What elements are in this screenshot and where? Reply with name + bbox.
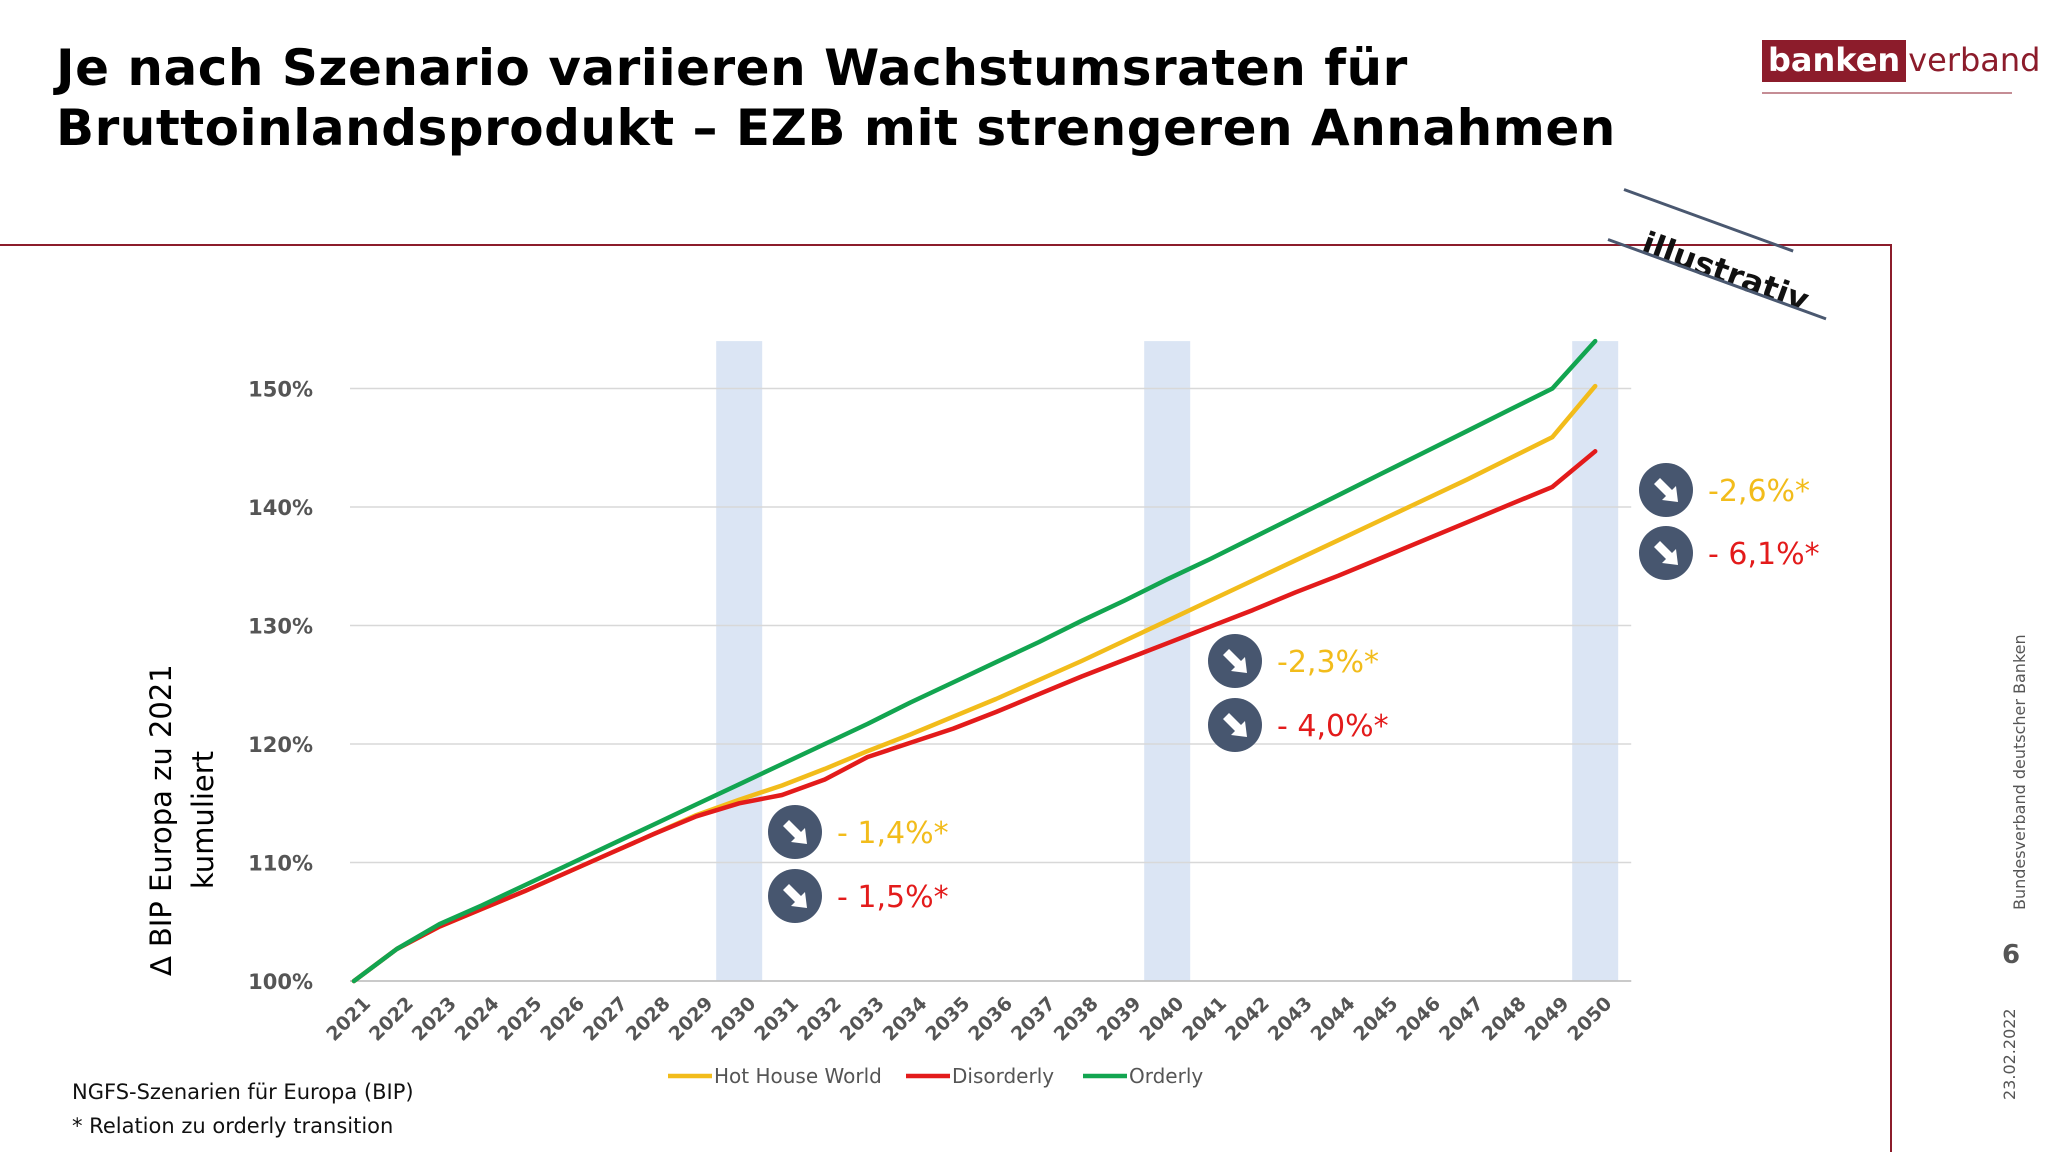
- x-tick-label-2049: 2049: [1521, 993, 1574, 1046]
- legend-label-disorderly: Disorderly: [952, 1064, 1054, 1088]
- footnote: * Relation zu orderly transition: [72, 1114, 394, 1138]
- legend-label-orderly: Orderly: [1129, 1064, 1203, 1088]
- x-tick-label-2034: 2034: [879, 993, 932, 1046]
- x-tick-label-2044: 2044: [1307, 993, 1360, 1046]
- page-number: 6: [2001, 940, 2021, 970]
- x-tick-label-2043: 2043: [1264, 993, 1317, 1046]
- x-tick-label-2040: 2040: [1135, 993, 1188, 1046]
- logo-part-banken: banken: [1762, 40, 1907, 82]
- x-tick-label-2029: 2029: [665, 993, 718, 1046]
- title-line-2: Bruttoinlandsprodukt – EZB mit strengere…: [56, 99, 1616, 157]
- y-tick-label-100: 100%: [248, 970, 313, 994]
- x-tick-label-2023: 2023: [408, 993, 461, 1046]
- annotation-2040-disorderly: - 4,0%*: [1277, 709, 1389, 744]
- annotation-2050-hothouse: -2,6%*: [1708, 474, 1810, 509]
- annotation-2050-disorderly: - 6,1%*: [1708, 537, 1820, 572]
- y-tick-label-120: 120%: [248, 733, 313, 757]
- source-note: NGFS-Szenarien für Europa (BIP): [72, 1080, 414, 1104]
- legend-label-hot-house-world: Hot House World: [714, 1064, 882, 1088]
- highlight-band-2050: [1572, 341, 1619, 982]
- y-tick-label-130: 130%: [248, 615, 313, 639]
- title-line-1: Je nach Szenario variieren Wachstumsrate…: [56, 39, 1408, 97]
- highlight-band-2040: [1144, 341, 1191, 982]
- x-tick-label-2021: 2021: [322, 993, 375, 1046]
- series-line-hot-house-world: [351, 383, 1598, 984]
- x-tick-label-2037: 2037: [1007, 993, 1060, 1046]
- x-tick-label-2030: 2030: [707, 993, 760, 1046]
- y-tick-label-150: 150%: [248, 378, 313, 402]
- x-tick-label-2039: 2039: [1093, 993, 1146, 1046]
- x-tick-label-2041: 2041: [1178, 993, 1231, 1046]
- series-line-orderly: [351, 338, 1598, 984]
- annotation-badge-2030-disorderly-arrow-icon: [783, 884, 807, 908]
- x-tick-label-2022: 2022: [365, 993, 418, 1046]
- x-tick-label-2024: 2024: [451, 993, 504, 1046]
- highlight-band-2030: [716, 341, 763, 982]
- x-tick-label-2045: 2045: [1349, 993, 1402, 1046]
- x-tick-label-2046: 2046: [1392, 993, 1445, 1046]
- x-tick-label-2033: 2033: [836, 993, 889, 1046]
- series-line-disorderly: [351, 449, 1598, 984]
- logo-underline: [1762, 92, 2012, 94]
- annotation-badge-2030-hothouse-arrow-icon: [783, 820, 807, 844]
- x-tick-label-2035: 2035: [921, 993, 974, 1046]
- x-tick-label-2047: 2047: [1435, 993, 1488, 1046]
- bankenverband-logo: banken verband: [1762, 40, 2040, 86]
- x-tick-label-2025: 2025: [493, 993, 546, 1046]
- frame-top-divider: [0, 244, 1890, 246]
- x-tick-label-2050: 2050: [1563, 993, 1616, 1046]
- x-tick-label-2031: 2031: [750, 993, 803, 1046]
- x-tick-label-2026: 2026: [536, 993, 589, 1046]
- x-tick-label-2027: 2027: [579, 993, 632, 1046]
- x-tick-label-2028: 2028: [622, 993, 675, 1046]
- annotation-2030-hothouse: - 1,4%*: [837, 816, 949, 851]
- annotation-badge-2040-hothouse-arrow-icon: [1223, 649, 1247, 673]
- x-tick-label-2048: 2048: [1478, 993, 1531, 1046]
- annotation-badge-2050-hothouse-arrow-icon: [1654, 478, 1678, 502]
- x-tick-label-2032: 2032: [793, 993, 846, 1046]
- x-tick-label-2036: 2036: [964, 993, 1017, 1046]
- page-title: Je nach Szenario variieren Wachstumsrate…: [56, 38, 1656, 158]
- annotation-badge-2040-disorderly-arrow-icon: [1223, 713, 1247, 737]
- y-tick-label-110: 110%: [248, 852, 313, 876]
- logo-part-verband: verband: [1908, 41, 2041, 79]
- y-tick-label-140: 140%: [248, 496, 313, 520]
- annotation-badge-2050-disorderly-arrow-icon: [1654, 541, 1678, 565]
- x-tick-label-2042: 2042: [1221, 993, 1274, 1046]
- x-tick-label-2038: 2038: [1050, 993, 1103, 1046]
- annotation-2040-hothouse: -2,3%*: [1277, 645, 1379, 680]
- annotation-2030-disorderly: - 1,5%*: [837, 880, 949, 915]
- frame-right-divider: [1890, 244, 1892, 1152]
